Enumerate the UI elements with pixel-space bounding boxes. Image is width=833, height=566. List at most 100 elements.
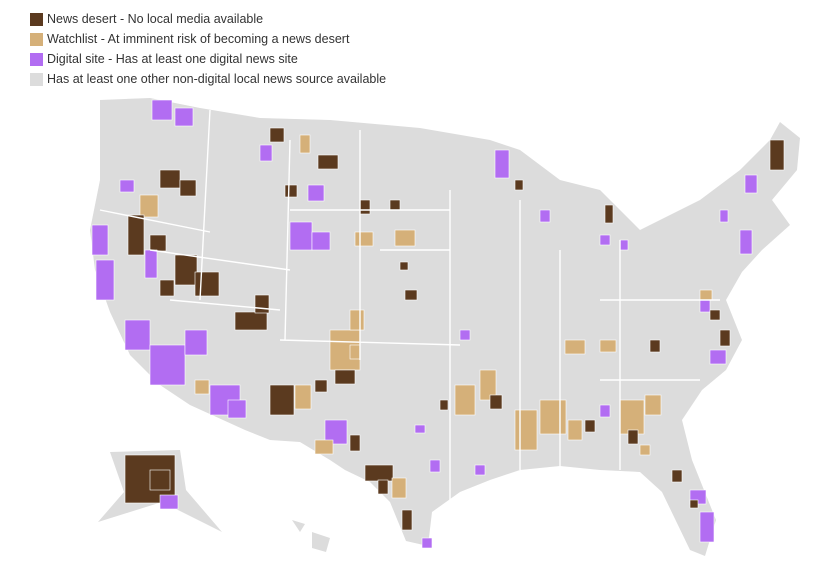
county-patch (627, 429, 639, 445)
county-patch (719, 329, 731, 347)
county-patch (739, 229, 753, 255)
county-patch (289, 221, 313, 251)
county-patch (479, 369, 497, 401)
county-patch (564, 339, 586, 355)
contiguous-us (90, 98, 800, 556)
legend: News desert - No local media available Wa… (30, 9, 386, 89)
county-patch (391, 477, 407, 499)
county-patch (699, 511, 715, 543)
county-patch (194, 271, 220, 297)
county-patch (179, 179, 197, 197)
county-patch (539, 209, 551, 223)
county-patch (404, 289, 418, 301)
county-patch (699, 289, 713, 301)
county-patch (139, 194, 159, 218)
county-patch (389, 199, 401, 211)
county-patch (364, 464, 394, 482)
legend-swatch (30, 52, 43, 66)
county-patch (354, 231, 374, 247)
legend-item: Watchlist - At imminent risk of becoming… (30, 29, 386, 49)
county-patch (399, 261, 409, 271)
legend-label: Watchlist - At imminent risk of becoming… (47, 32, 350, 46)
county-patch (599, 339, 617, 353)
county-patch (127, 214, 145, 256)
county-patch (639, 444, 651, 456)
county-patch (401, 509, 413, 531)
county-patch (584, 419, 596, 433)
county-patch (314, 439, 334, 455)
legend-label: News desert - No local media available (47, 12, 264, 26)
county-patch (184, 329, 208, 356)
county-patch (234, 311, 268, 331)
county-patch (334, 369, 356, 385)
county-patch (294, 384, 312, 410)
county-patch (151, 99, 173, 121)
legend-swatch (30, 12, 43, 26)
state-borders (99, 109, 720, 500)
county-patch (514, 179, 524, 191)
county-patch (95, 259, 115, 301)
county-patch (349, 309, 365, 331)
county-patch (324, 419, 348, 445)
county-patch (709, 349, 727, 365)
legend-item: News desert - No local media available (30, 9, 386, 29)
county-patch (689, 499, 699, 509)
county-patch (619, 239, 629, 251)
county-patch (394, 229, 416, 247)
legend-swatch (30, 72, 43, 86)
county-patch (269, 384, 295, 416)
county-patch (719, 209, 729, 223)
county-patch (174, 107, 194, 127)
legend-label: Has at least one other non-digital local… (47, 72, 387, 86)
hawaii (292, 520, 330, 552)
county-patch (174, 254, 198, 286)
county-patch (489, 394, 503, 410)
county-patch (539, 399, 567, 435)
border (99, 109, 720, 500)
county-patch (567, 419, 583, 441)
county-patch (254, 294, 270, 314)
county-patch (671, 469, 683, 483)
legend-swatch (30, 32, 43, 46)
county-patch (259, 144, 273, 162)
counties (91, 99, 785, 549)
county-patch (317, 154, 339, 170)
county-patch (159, 169, 181, 189)
county-patch (349, 344, 361, 360)
county-patch (644, 394, 662, 416)
legend-item: Digital site - Has at least one digital … (30, 49, 386, 69)
county-patch (769, 139, 785, 171)
county-patch (709, 309, 721, 321)
county-patch (599, 404, 611, 418)
county-patch (439, 399, 449, 411)
county-patch (227, 399, 247, 419)
county-patch (429, 459, 441, 473)
county-patch (377, 479, 389, 495)
county-patch (514, 409, 538, 451)
county-patch (149, 234, 167, 252)
county-patch (144, 249, 158, 279)
county-patch (699, 299, 711, 313)
county-patch (459, 329, 471, 341)
county-patch (649, 339, 661, 353)
legend-label: Digital site - Has at least one digital … (47, 52, 298, 66)
county-patch (311, 231, 331, 251)
county-patch (414, 424, 426, 434)
county-patch (91, 224, 109, 256)
county-patch (119, 179, 135, 193)
legend-item: Has at least one other non-digital local… (30, 69, 386, 89)
county-patch (159, 279, 175, 297)
county-patch (349, 434, 361, 452)
county-patch (149, 469, 171, 491)
county-patch (269, 127, 285, 143)
county-patch (194, 379, 210, 395)
county-patch (307, 184, 325, 202)
county-patch (494, 149, 510, 179)
land (90, 98, 800, 556)
county-patch (619, 399, 645, 435)
county-patch (604, 204, 614, 224)
county-patch (329, 329, 361, 371)
county-patch (421, 537, 433, 549)
county-patch (359, 199, 371, 215)
